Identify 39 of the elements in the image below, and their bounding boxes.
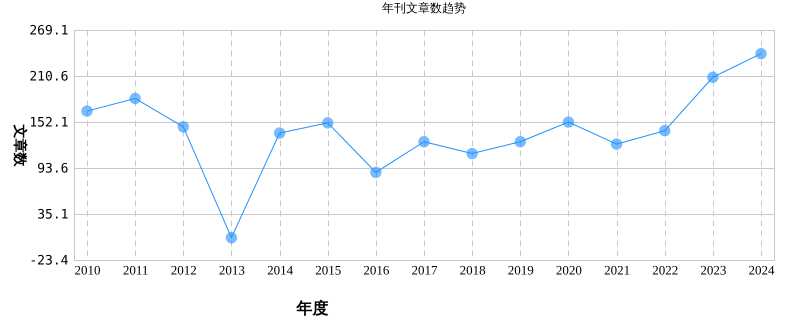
y-tick-label: 210.6 [29,70,68,84]
x-tick-label: 2010 [74,262,100,278]
chart-title: 年刊文章数趋势 [382,1,466,15]
x-tick-label: 2021 [604,262,630,278]
point [418,136,430,148]
point [178,121,189,132]
y-tick-label: 269.1 [29,24,68,38]
y-tick-label: 35.1 [37,208,68,222]
x-tick-label: 2018 [460,262,486,278]
x-tick-label: 2015 [315,262,342,278]
x-tick-label: 2013 [218,262,245,278]
x-tick-label: 2012 [170,262,197,278]
x-tick-label: 2017 [412,262,438,278]
point [562,116,574,128]
point [610,138,622,150]
point [322,117,334,129]
x-tick-label: 2019 [508,262,534,278]
y-tick-label: -23.4 [29,254,69,268]
x-tick-label: 2014 [267,262,294,278]
point [274,127,286,139]
y-axis-title: 文章数 [12,124,28,168]
point [466,148,478,160]
point [129,92,141,104]
x-tick-label: 2020 [556,262,582,278]
point [755,48,767,60]
point [370,166,382,178]
y-tick-label: 152.1 [29,116,68,130]
x-tick-label: 2023 [700,262,726,278]
x-tick-label: 2024 [748,262,775,278]
point [81,105,93,117]
x-axis-title: 年度 [296,298,328,318]
x-tick-label: 2022 [652,262,678,278]
y-tick-label: 93.6 [37,162,68,176]
x-tick-label: 2011 [122,262,148,278]
point [707,72,719,83]
point [659,125,670,136]
point [514,136,526,148]
x-tick-label: 2016 [363,262,390,278]
point [226,232,238,244]
